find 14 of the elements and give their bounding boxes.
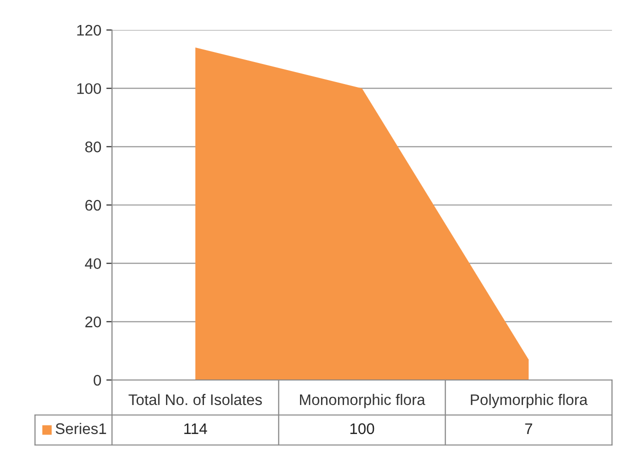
y-tick-label: 100 xyxy=(77,83,101,94)
data-label: 114 xyxy=(184,423,208,434)
legend-label: Series1 xyxy=(56,422,106,434)
x-tick-label: Monomorphic flora xyxy=(300,394,426,408)
y-tick-label: 20 xyxy=(85,316,101,328)
y-tick-label: 120 xyxy=(77,24,101,36)
y-tick-label: 60 xyxy=(85,200,101,211)
data-label: 7 xyxy=(525,423,532,434)
x-tick-label: Total No. of Isolates xyxy=(128,394,262,406)
x-tick-label: Polymorphic flora xyxy=(470,394,588,408)
data-label: 100 xyxy=(350,423,374,434)
y-tick-label: 40 xyxy=(84,258,101,270)
y-tick-label: 0 xyxy=(94,374,101,386)
y-tick-label: 80 xyxy=(85,142,101,152)
